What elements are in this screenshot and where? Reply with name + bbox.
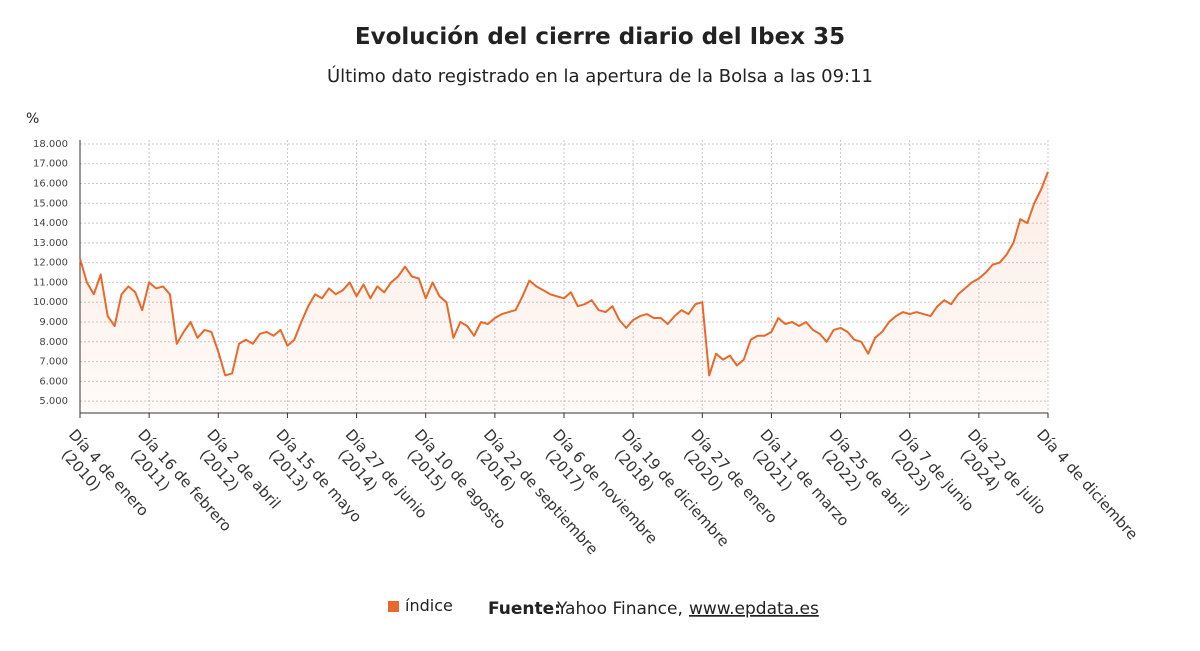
x-tick-label: Día 25 de abril(2022) (812, 426, 913, 533)
y-tick-label: 9.000 (39, 317, 68, 328)
y-tick-label: 15.000 (33, 198, 68, 209)
y-tick-label: 17.000 (33, 159, 68, 170)
chart-title: Evolución del cierre diario del Ibex 35 (355, 24, 845, 50)
x-tick-label: Día 22 de julio(2024) (950, 426, 1050, 531)
x-tick-label: Día 4 de diciembre (1033, 426, 1141, 544)
plot-area: 5.000 6.000 7.000 8.000 9.000 10.000 11.000 12.… (33, 139, 1141, 558)
legend-swatch (388, 601, 399, 612)
y-tick-label: 6.000 (39, 376, 68, 387)
y-tick-label: 10.000 (33, 297, 68, 308)
source-text: Yahoo Finance, (556, 599, 683, 619)
y-tick-label: 12.000 (33, 258, 68, 269)
y-tick-label: 8.000 (39, 337, 68, 348)
source-link[interactable]: www.epdata.es (689, 599, 819, 619)
y-tick-label: 5.000 (39, 396, 68, 407)
y-axis-label: % (26, 111, 39, 127)
y-tick-label: 14.000 (33, 218, 68, 229)
y-tick-label: 11.000 (33, 277, 68, 288)
legend-label: índice (405, 596, 453, 615)
x-tick-label: Día 4 de enero(2010) (51, 426, 152, 533)
area (80, 171, 1048, 413)
y-tick-label: 13.000 (33, 238, 68, 249)
chart-subtitle: Último dato registrado en la apertura de… (327, 65, 873, 87)
y-tick-label: 18.000 (33, 139, 68, 150)
y-tick-label: 16.000 (33, 179, 68, 190)
source-label: Fuente: (488, 599, 561, 619)
y-tick-label: 7.000 (39, 357, 68, 368)
line (79, 171, 1049, 377)
